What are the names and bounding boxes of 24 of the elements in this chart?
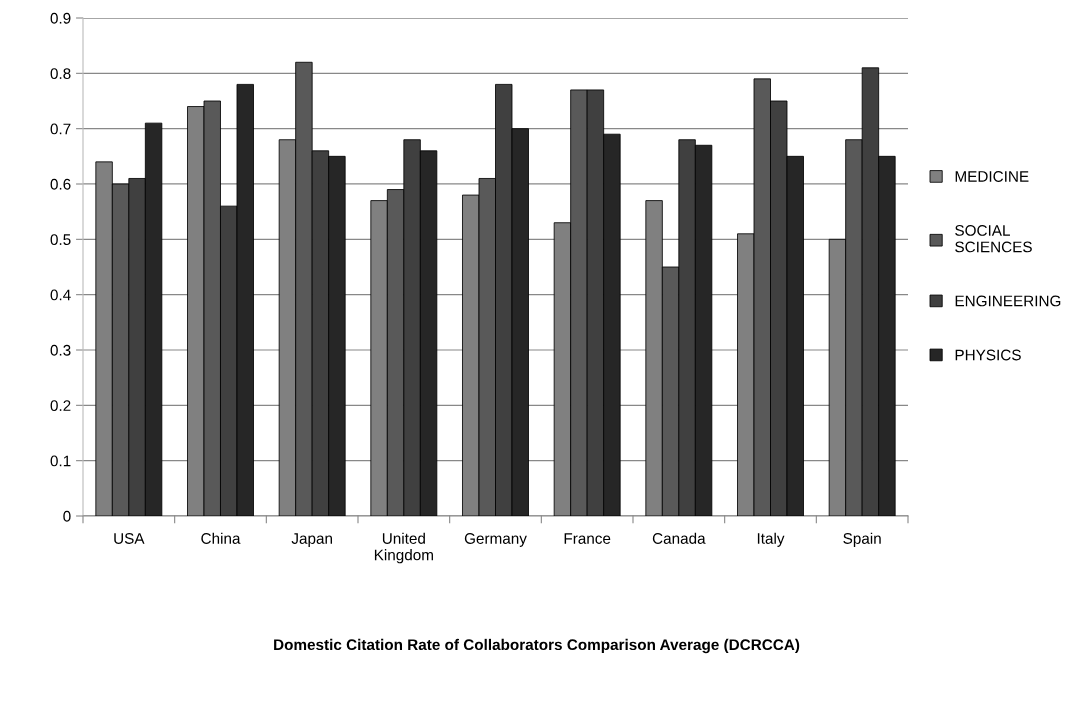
text: Domestic Citation Rate of Collaborators Comparison Average (DCRCCA) — [274, 638, 800, 654]
y-tick-label: 0.1 — [50, 455, 71, 467]
legend-label: SOCIAL SCIENCES — [955, 225, 1032, 253]
x-tick-label: United Kingdom — [374, 532, 433, 564]
y-tick-label: 0.7 — [50, 123, 71, 135]
y-tick-label: 0.5 — [50, 234, 71, 246]
legend-label: MEDICINE — [955, 171, 1029, 182]
x-tick-label: Germany — [464, 533, 527, 547]
y-tick-label: 0.9 — [50, 12, 71, 24]
x-tick-label: USA — [114, 533, 145, 544]
y-tick-label: 0.6 — [50, 178, 71, 190]
x-tick-label: Japan — [291, 533, 332, 547]
x-tick-label: Canada — [652, 532, 706, 544]
legend-label: PHYSICS — [955, 349, 1021, 361]
x-tick-label: Italy — [757, 532, 785, 547]
x-tick-label: France — [564, 533, 611, 544]
y-tick-label: 0.2 — [50, 400, 71, 412]
y-tick-label: 0.4 — [50, 289, 71, 301]
legend-label: ENGINEERING — [955, 295, 1061, 307]
y-tick-label: 0.3 — [50, 344, 71, 356]
y-tick-label: 0 — [63, 510, 71, 522]
x-tick-label: China — [201, 532, 241, 544]
y-tick-label: 0.8 — [50, 68, 71, 80]
x-tick-label: Spain — [843, 532, 881, 547]
